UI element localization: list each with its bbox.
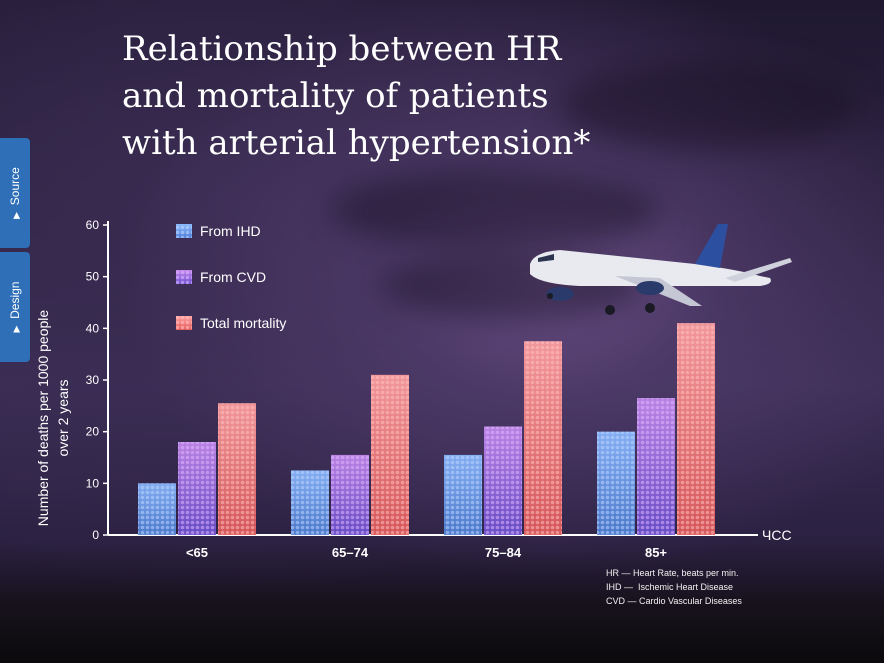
cloud-shape (330, 170, 660, 250)
y-tick-label: 10 (86, 476, 100, 490)
note-hr: HR — Heart Rate, beats per min. (606, 568, 739, 578)
bar-dots-ihd (291, 470, 329, 535)
legend-swatch-dots-total (176, 316, 192, 330)
legend-label-cvd: From CVD (200, 269, 266, 285)
bar-dots-total (524, 341, 562, 535)
legend-label-total: Total mortality (200, 315, 286, 331)
bar-dots-cvd (178, 442, 216, 535)
bar-dots-total (371, 374, 409, 535)
y-axis-label: over 2 years (55, 379, 71, 456)
bar-dots-total (218, 403, 256, 535)
y-tick-label: 50 (86, 270, 100, 284)
y-tick-label: 40 (86, 321, 100, 335)
note-cvd: CVD — Cardio Vascular Diseases (606, 596, 742, 606)
airplane-illustration (530, 224, 792, 315)
title-line: with arterial hypertension* (122, 123, 591, 163)
bar-dots-total (677, 323, 715, 535)
x-tick-label: 65–74 (332, 545, 369, 560)
legend-swatch-dots-ihd (176, 224, 192, 238)
bar-dots-ihd (597, 431, 635, 535)
abbreviation-notes: HR — Heart Rate, beats per min. IHD — Is… (606, 566, 742, 608)
design-tab[interactable]: ▶ Design (0, 252, 30, 362)
legend-swatch-dots-cvd (176, 270, 192, 284)
note-ihd: IHD — Ischemic Heart Disease (606, 582, 734, 592)
bar-dots-ihd (444, 454, 482, 535)
title-line: and mortality of patients (122, 76, 549, 116)
chart-title: Relationship between HR and mortality of… (122, 26, 642, 167)
y-tick-label: 60 (86, 218, 100, 232)
y-tick-label: 30 (86, 373, 100, 387)
cloud-shape (560, 60, 860, 150)
y-tick-label: 0 (92, 528, 99, 542)
ground-silhouette (0, 611, 884, 663)
x-axis-label: ЧСС (762, 527, 792, 543)
source-tab[interactable]: ▶ Source (0, 138, 30, 248)
x-tick-label: 75–84 (485, 545, 522, 560)
bar-dots-cvd (484, 426, 522, 535)
x-tick-label: <65 (186, 545, 208, 560)
bar-dots-cvd (637, 398, 675, 535)
x-tick-label: 85+ (645, 545, 667, 560)
title-line: Relationship between HR (122, 29, 562, 69)
legend-label-ihd: From IHD (200, 223, 261, 239)
bar-dots-ihd (138, 483, 176, 535)
y-axis-label: Number of deaths per 1000 people (35, 310, 51, 527)
y-tick-label: 20 (86, 425, 100, 439)
bar-dots-cvd (331, 454, 369, 535)
